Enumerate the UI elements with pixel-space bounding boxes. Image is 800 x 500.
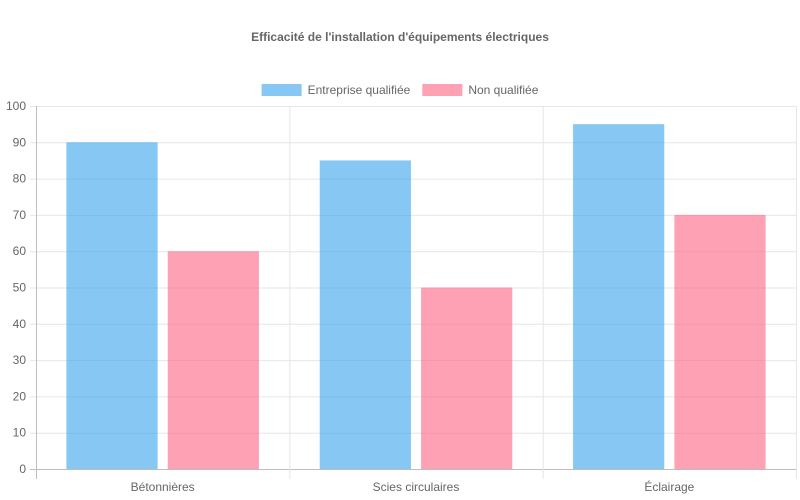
y-tick-label: 100 [6,99,26,113]
legend-swatch [422,84,463,96]
bar[interactable] [66,142,158,470]
legend-item[interactable]: Non qualifiée [422,83,539,97]
y-tick-label: 40 [13,317,27,331]
y-tick-label: 10 [13,426,27,440]
x-tick-label: Scies circulaires [373,480,460,494]
bars [66,124,766,470]
y-tick-label: 0 [19,462,26,476]
y-tick-label: 30 [13,353,27,367]
legend-label: Entreprise qualifiée [308,83,411,97]
y-tick-label: 60 [13,244,27,258]
legend: Entreprise qualifiée Non qualifiée [261,83,539,97]
y-tick-label: 20 [13,389,27,403]
chart-title: Efficacité de l'installation d'équipemen… [251,30,549,44]
y-tick-label: 50 [13,281,27,295]
x-tick-label: Bétonnières [131,480,195,494]
x-axis: Bétonnières Scies circulaires Éclairage [131,479,695,494]
gridlines [30,106,797,479]
y-tick-label: 70 [13,208,27,222]
bar[interactable] [674,214,766,469]
y-axis: 0 10 20 30 40 50 60 70 80 90 100 [6,99,26,476]
legend-swatch [261,84,302,96]
y-tick-label: 90 [13,135,27,149]
bar[interactable] [167,251,259,469]
bar[interactable] [319,160,411,469]
y-tick-label: 80 [13,172,27,186]
bar[interactable] [421,287,513,470]
x-tick-label: Éclairage [644,479,694,494]
legend-label: Non qualifiée [468,83,538,97]
bar[interactable] [573,124,665,470]
legend-item[interactable]: Entreprise qualifiée [261,83,411,97]
